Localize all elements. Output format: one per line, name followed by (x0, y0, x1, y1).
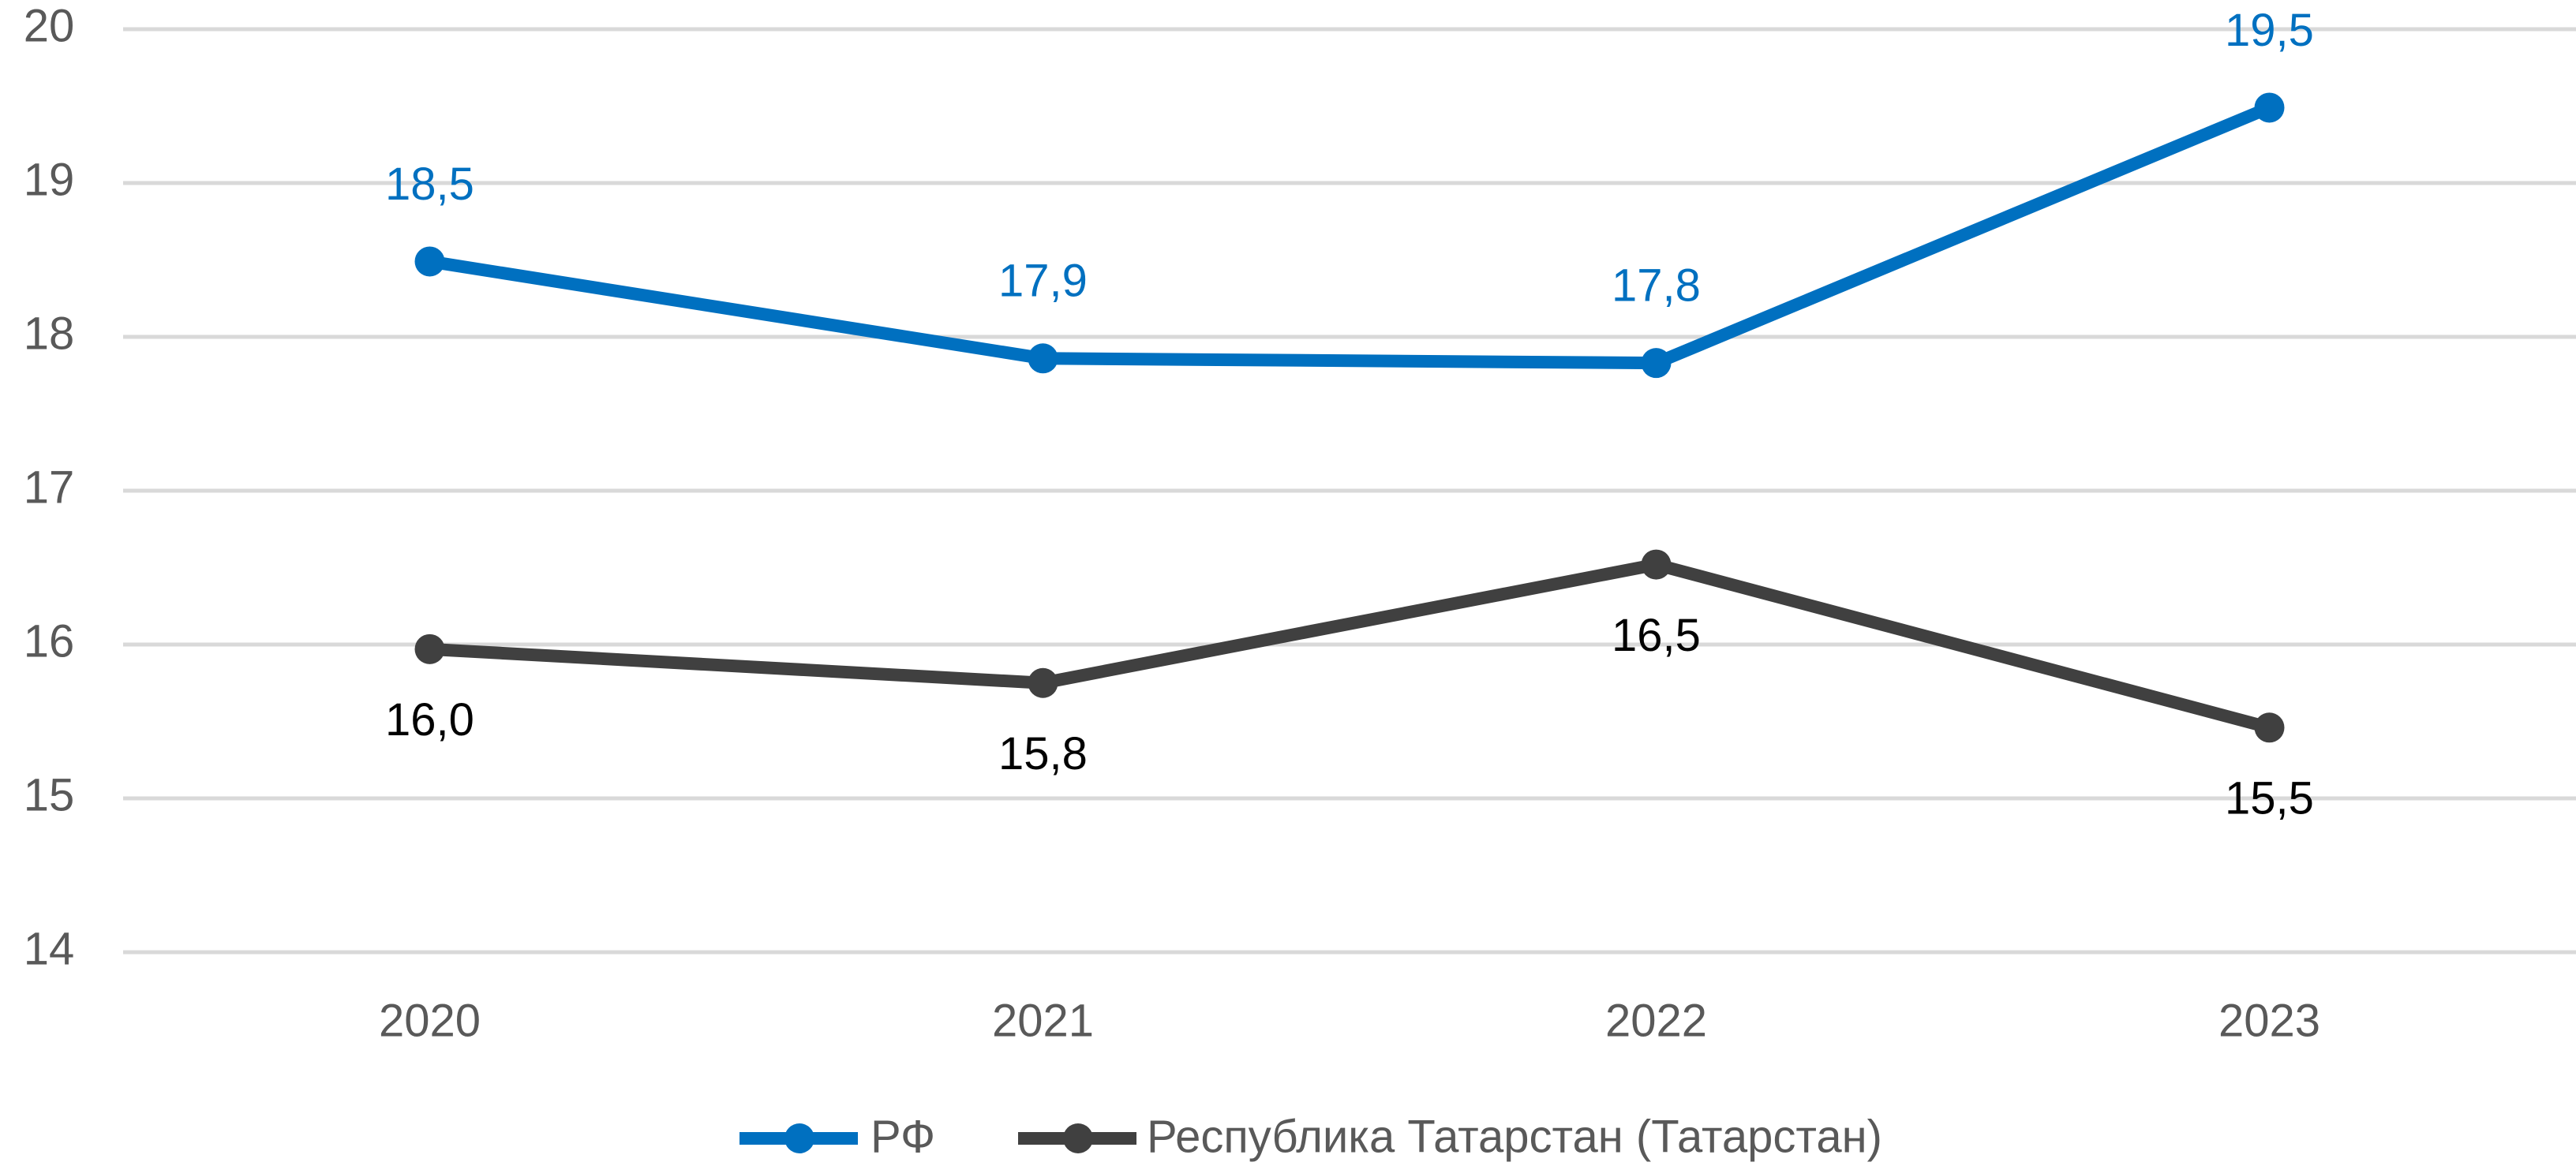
y-tick-label: 19 (24, 154, 75, 205)
marker (414, 633, 445, 664)
data-label: 15,5 (2225, 773, 2314, 824)
data-label: 16,5 (1612, 610, 1701, 661)
data-label: 19,5 (2225, 5, 2314, 56)
x-tick-label: 2020 (379, 995, 481, 1046)
x-tick-label: 2023 (2218, 995, 2320, 1046)
data-label: 17,9 (998, 256, 1088, 307)
legend-marker (784, 1123, 814, 1153)
marker (2254, 712, 2285, 743)
marker (1641, 549, 1672, 580)
y-tick-label: 14 (24, 923, 75, 974)
series-line (429, 102, 2272, 370)
marker (2254, 92, 2285, 123)
data-label: 17,8 (1612, 260, 1701, 311)
legend-label: РФ (871, 1111, 935, 1162)
y-tick-label: 15 (24, 769, 75, 820)
data-label: 18,5 (385, 159, 474, 210)
y-tick-label: 17 (24, 462, 75, 513)
data-label: 15,8 (998, 728, 1088, 779)
legend-label: Республика Татарстан (Татарстан) (1147, 1111, 1882, 1162)
x-tick-label: 2021 (992, 995, 1094, 1046)
data-label: 16,0 (385, 694, 474, 746)
x-tick-label: 2022 (1605, 995, 1707, 1046)
y-tick-label: 16 (24, 615, 75, 667)
y-tick-label: 18 (24, 308, 75, 359)
y-tick-label: 20 (24, 0, 75, 51)
marker (1028, 667, 1058, 698)
marker (1641, 348, 1672, 379)
series-line (429, 558, 2271, 734)
marker (414, 246, 445, 277)
legend-marker (1063, 1123, 1093, 1153)
marker (1028, 343, 1058, 374)
